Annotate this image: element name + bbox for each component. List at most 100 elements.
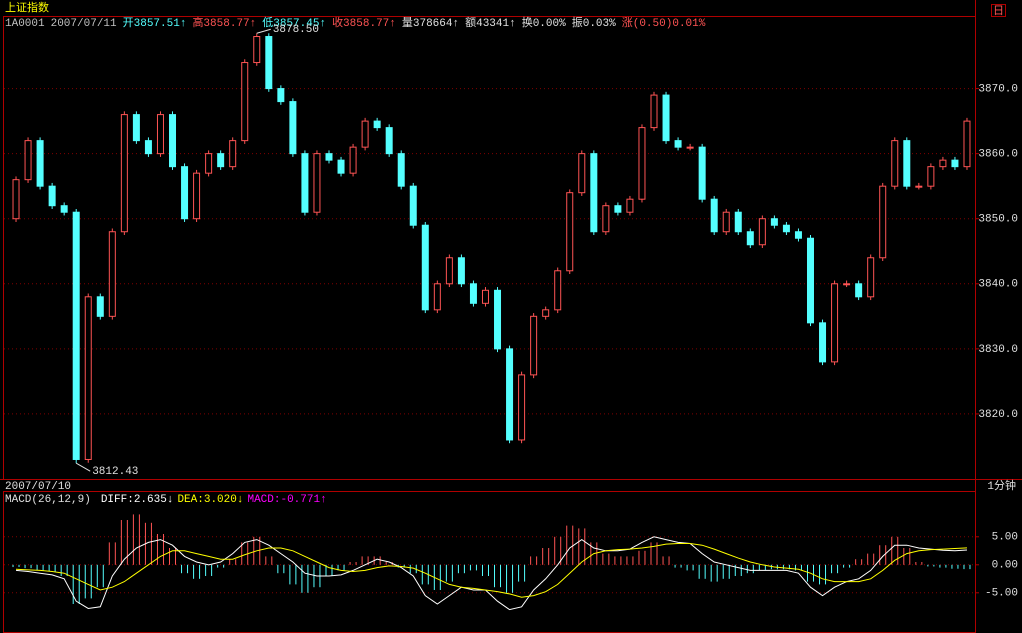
candle-body: [373, 120, 381, 129]
candle-body: [48, 185, 56, 207]
y-tick-label: 3850.0: [978, 214, 1018, 226]
candle-body: [120, 114, 128, 233]
quote-field: 1A0001: [5, 18, 45, 30]
candle-body: [12, 179, 20, 220]
candle-body: [277, 88, 285, 103]
candle-body: [144, 140, 152, 155]
candle-body: [746, 231, 754, 246]
candle-body: [806, 237, 814, 324]
candle-body: [193, 172, 201, 220]
candle-body: [867, 257, 875, 298]
candle-body: [96, 296, 104, 317]
candle-body: [891, 140, 899, 187]
candle-body: [205, 153, 213, 174]
annotation-leader: [256, 28, 271, 34]
candle-body: [710, 198, 718, 233]
candle-body: [132, 114, 140, 142]
candle-body: [24, 140, 32, 181]
candle-body: [217, 153, 225, 168]
candle-body: [385, 127, 393, 155]
quote-field: 2007/07/11: [51, 18, 117, 30]
quote-field: 开3857.51↑: [123, 17, 187, 30]
legend-entry: MACD:-0.771↑: [247, 494, 326, 506]
candle-body: [650, 94, 658, 129]
y-tick-label: 3870.0: [978, 83, 1018, 95]
candle-body: [36, 140, 44, 187]
legend-entry: DEA:3.020↓: [177, 494, 243, 506]
candle-body: [638, 127, 646, 200]
quote-field: 低3857.45↑: [262, 16, 326, 30]
candle-body: [674, 140, 682, 148]
candle-body: [313, 153, 321, 213]
candle-body: [770, 218, 778, 226]
candle-body: [566, 192, 574, 272]
candle-body: [409, 185, 417, 226]
candle-body: [108, 231, 116, 317]
annotation: 3812.43: [92, 466, 138, 478]
quote-field: 涨(0.50)0.01%: [622, 16, 706, 30]
candle-body: [169, 114, 177, 168]
candle-body: [843, 283, 851, 286]
candle-body: [578, 153, 586, 194]
candle-body: [457, 257, 465, 285]
candle-body: [156, 114, 164, 155]
y-tick-label: 3820.0: [978, 409, 1018, 421]
quote-field: 量378664↑: [402, 16, 459, 30]
candle-body: [554, 270, 562, 311]
y-tick-label: 5.00: [992, 532, 1018, 544]
candle-body: [698, 146, 706, 200]
candle-body: [518, 374, 526, 441]
candle-body: [253, 36, 261, 64]
footer-date: 2007/07/10: [5, 481, 71, 493]
candle-body: [506, 348, 514, 441]
y-tick-label: 3840.0: [978, 279, 1018, 291]
y-tick-label: 3830.0: [978, 344, 1018, 356]
candle-body: [614, 205, 622, 213]
y-tick-label: -5.00: [985, 588, 1018, 600]
candle-body: [494, 289, 502, 350]
candle-body: [72, 211, 80, 460]
candle-body: [626, 198, 634, 213]
candle-body: [758, 218, 766, 246]
title: 上证指数: [5, 0, 49, 15]
candle-body: [181, 166, 189, 220]
candle-body: [590, 153, 598, 233]
candle-body: [265, 36, 273, 90]
candle-body: [819, 322, 827, 363]
candle-body: [794, 231, 802, 239]
candle-body: [927, 166, 935, 187]
candle-body: [445, 257, 453, 285]
candle-body: [963, 120, 971, 168]
candle-body: [361, 120, 369, 148]
footer-period[interactable]: 1分钟: [987, 478, 1016, 493]
candle-body: [686, 146, 694, 149]
candle-body: [903, 140, 911, 187]
period-button[interactable]: [991, 4, 1006, 17]
candle-body: [722, 211, 730, 233]
candle-body: [939, 159, 947, 168]
y-tick-label: 3860.0: [978, 149, 1018, 161]
candle-body: [469, 283, 477, 304]
candle-body: [602, 205, 610, 233]
quote-field: 收3858.77↑: [332, 15, 396, 30]
candle-body: [951, 159, 959, 168]
candle-body: [301, 153, 309, 213]
candle-body: [421, 224, 429, 311]
candle-body: [433, 283, 441, 311]
candle-body: [325, 153, 333, 161]
candle-body: [60, 205, 68, 213]
candle-body: [530, 315, 538, 376]
candle-body: [397, 153, 405, 187]
candle-body: [481, 289, 489, 304]
macd-label: MACD(26,12,9): [5, 494, 91, 506]
annotation: 3878.50: [273, 24, 319, 36]
period-icon[interactable]: 日: [993, 5, 1004, 18]
annotation-leader: [75, 462, 91, 472]
candle-body: [84, 296, 92, 460]
candle-body: [855, 283, 863, 298]
candle-body: [337, 159, 345, 174]
candle-body: [734, 211, 742, 233]
quote-field: 振0.03%: [572, 15, 616, 30]
macd-line: [15, 543, 968, 598]
